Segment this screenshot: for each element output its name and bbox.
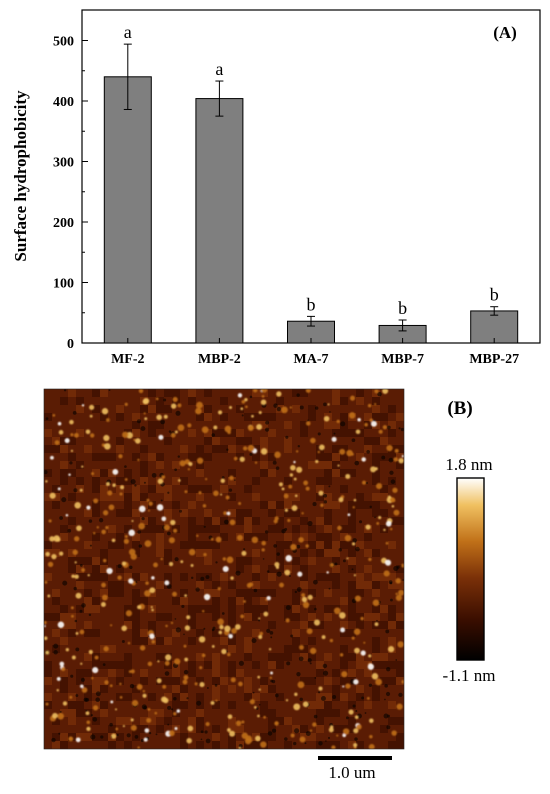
y-tick-label: 400 — [53, 95, 74, 110]
afm-particles — [44, 389, 404, 749]
y-tick-label: 100 — [53, 277, 74, 292]
colorbar-max-label: 1.8 nm — [445, 455, 492, 474]
significance-letters-group: a a b b b — [124, 22, 499, 318]
y-axis: 0 100 200 300 400 500 — [53, 35, 88, 352]
y-tick-label: 500 — [53, 35, 74, 50]
y-axis-label: Surface hydrophobicity — [11, 90, 30, 262]
significance-letter: a — [215, 59, 223, 79]
significance-letter: a — [124, 22, 132, 42]
panel-b-label: (B) — [447, 398, 472, 419]
x-tick-label: MBP-7 — [381, 352, 424, 367]
bar-chart-panel: a a b b b 0 100 200 300 400 500 MF-2 MBP-2 MA-7 MBP-… — [11, 9, 541, 367]
afm-image-frame — [43, 388, 405, 750]
significance-letter: b — [398, 298, 407, 318]
scale-bar-label: 1.0 um — [328, 763, 375, 782]
y-tick-label: 200 — [53, 216, 74, 231]
scale-bar — [318, 756, 392, 760]
colorbar-min-label: -1.1 nm — [443, 666, 496, 685]
x-tick-label: MF-2 — [111, 352, 144, 367]
significance-letter: b — [490, 285, 499, 305]
x-tick-label: MA-7 — [294, 352, 329, 367]
y-tick-label: 0 — [67, 337, 74, 352]
afm-panel: (B) 1.8 nm -1.1 nm 1.0 um — [43, 388, 496, 782]
y-tick-label: 300 — [53, 156, 74, 171]
x-axis: MF-2 MBP-2 MA-7 MBP-7 MBP-27 — [111, 338, 519, 367]
bar-mf-2 — [103, 76, 152, 344]
x-tick-label: MBP-27 — [469, 352, 519, 367]
significance-letter: b — [307, 294, 316, 314]
panel-a-label: (A) — [493, 23, 517, 42]
afm-height-map — [44, 389, 404, 749]
bar-mbp-2 — [195, 98, 244, 344]
error-bars-group — [123, 43, 499, 332]
x-tick-label: MBP-2 — [198, 352, 241, 367]
colorbar — [456, 477, 485, 661]
